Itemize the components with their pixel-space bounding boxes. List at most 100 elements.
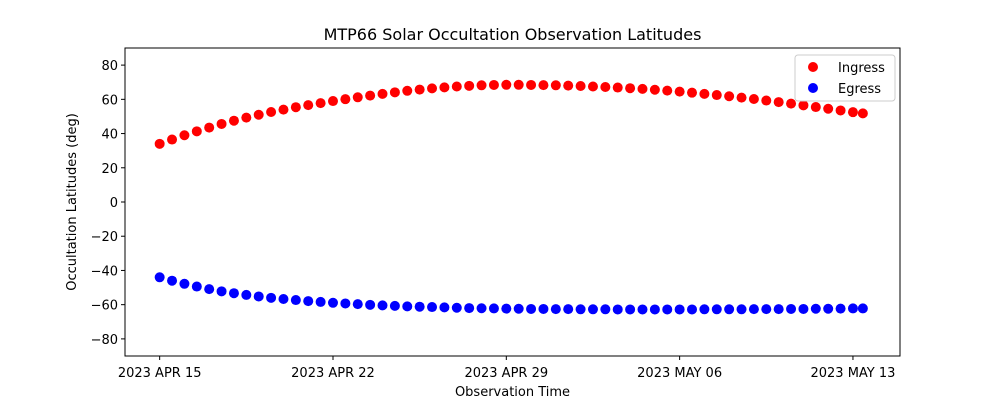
point-ingress-45 <box>711 90 722 101</box>
point-ingress-35 <box>587 81 598 92</box>
point-egress-20 <box>402 301 413 312</box>
point-ingress-10 <box>278 104 289 115</box>
point-egress-1 <box>167 275 178 286</box>
y-tick-label: 20 <box>101 162 118 177</box>
point-egress-45 <box>711 304 722 315</box>
x-tick-label: 2023 MAY 13 <box>810 366 895 381</box>
point-egress-9 <box>266 292 277 303</box>
point-egress-14 <box>327 297 338 308</box>
x-tick-label: 2023 APR 15 <box>118 366 202 381</box>
point-ingress-23 <box>439 82 450 93</box>
point-egress-43 <box>687 304 698 315</box>
point-ingress-34 <box>575 80 586 91</box>
point-ingress-8 <box>253 109 264 120</box>
point-ingress-46 <box>724 91 735 102</box>
point-ingress-21 <box>414 84 425 95</box>
point-egress-25 <box>464 303 475 314</box>
point-egress-34 <box>575 304 586 315</box>
point-egress-44 <box>699 304 710 315</box>
point-ingress-29 <box>513 79 524 90</box>
point-egress-53 <box>810 303 821 314</box>
point-egress-54 <box>823 303 834 314</box>
point-ingress-11 <box>290 102 301 113</box>
y-tick-label: 0 <box>110 196 118 211</box>
point-ingress-26 <box>476 80 487 91</box>
point-egress-24 <box>451 302 462 313</box>
point-ingress-57 <box>857 108 868 119</box>
point-egress-18 <box>377 300 388 311</box>
point-egress-37 <box>612 304 623 315</box>
point-ingress-56 <box>847 107 858 118</box>
point-egress-32 <box>550 304 561 315</box>
x-tick-label: 2023 MAY 06 <box>637 366 722 381</box>
point-ingress-20 <box>402 85 413 96</box>
x-tick-label: 2023 APR 29 <box>464 366 548 381</box>
y-axis: 80 60 40 20 0 −20 −40 −60 −80 <box>91 59 125 348</box>
point-ingress-54 <box>823 103 834 114</box>
point-egress-15 <box>340 298 351 309</box>
point-egress-33 <box>563 304 574 315</box>
x-axis-label: Observation Time <box>455 385 570 400</box>
point-ingress-38 <box>625 83 636 94</box>
point-ingress-19 <box>389 87 400 98</box>
y-tick-label: −80 <box>91 333 118 348</box>
y-tick-label: 80 <box>101 59 118 74</box>
point-egress-27 <box>488 303 499 314</box>
point-egress-48 <box>748 304 759 315</box>
point-egress-3 <box>191 281 202 292</box>
point-egress-6 <box>228 288 239 299</box>
point-ingress-17 <box>365 90 376 101</box>
point-ingress-53 <box>810 102 821 113</box>
point-egress-55 <box>835 303 846 314</box>
point-ingress-41 <box>662 85 673 96</box>
point-ingress-16 <box>352 92 363 103</box>
point-ingress-5 <box>216 118 227 129</box>
point-egress-50 <box>773 304 784 315</box>
point-ingress-44 <box>699 88 710 99</box>
point-ingress-13 <box>315 98 326 109</box>
point-ingress-15 <box>340 94 351 105</box>
point-egress-10 <box>278 294 289 305</box>
point-egress-28 <box>501 303 512 314</box>
point-egress-22 <box>427 302 438 313</box>
legend-marker-ingress <box>808 62 818 72</box>
point-egress-35 <box>587 304 598 315</box>
data-points <box>154 79 868 315</box>
point-egress-2 <box>179 278 190 289</box>
point-egress-52 <box>798 303 809 314</box>
point-egress-17 <box>365 299 376 310</box>
point-ingress-49 <box>761 95 772 106</box>
point-ingress-14 <box>327 96 338 107</box>
point-ingress-1 <box>167 134 178 145</box>
point-ingress-22 <box>427 83 438 94</box>
y-tick-label: 40 <box>101 128 118 143</box>
point-egress-11 <box>290 295 301 306</box>
point-egress-38 <box>625 304 636 315</box>
point-egress-5 <box>216 286 227 297</box>
point-ingress-37 <box>612 82 623 93</box>
legend-label-egress: Egress <box>838 82 881 97</box>
point-egress-23 <box>439 302 450 313</box>
point-egress-51 <box>786 303 797 314</box>
point-ingress-32 <box>550 80 561 91</box>
point-egress-8 <box>253 291 264 302</box>
point-ingress-18 <box>377 88 388 99</box>
point-egress-36 <box>600 304 611 315</box>
point-egress-56 <box>847 303 858 314</box>
point-ingress-27 <box>488 79 499 90</box>
point-egress-12 <box>303 296 314 307</box>
point-egress-41 <box>662 304 673 315</box>
y-tick-label: −40 <box>91 264 118 279</box>
y-tick-label: −20 <box>91 230 118 245</box>
legend-label-ingress: Ingress <box>838 61 885 76</box>
point-ingress-42 <box>674 86 685 97</box>
point-egress-21 <box>414 301 425 312</box>
point-egress-19 <box>389 300 400 311</box>
chart-title: MTP66 Solar Occultation Observation Lati… <box>324 25 702 44</box>
point-egress-47 <box>736 304 747 315</box>
point-ingress-4 <box>204 122 215 133</box>
point-ingress-47 <box>736 92 747 103</box>
point-egress-46 <box>724 304 735 315</box>
point-ingress-24 <box>451 81 462 92</box>
